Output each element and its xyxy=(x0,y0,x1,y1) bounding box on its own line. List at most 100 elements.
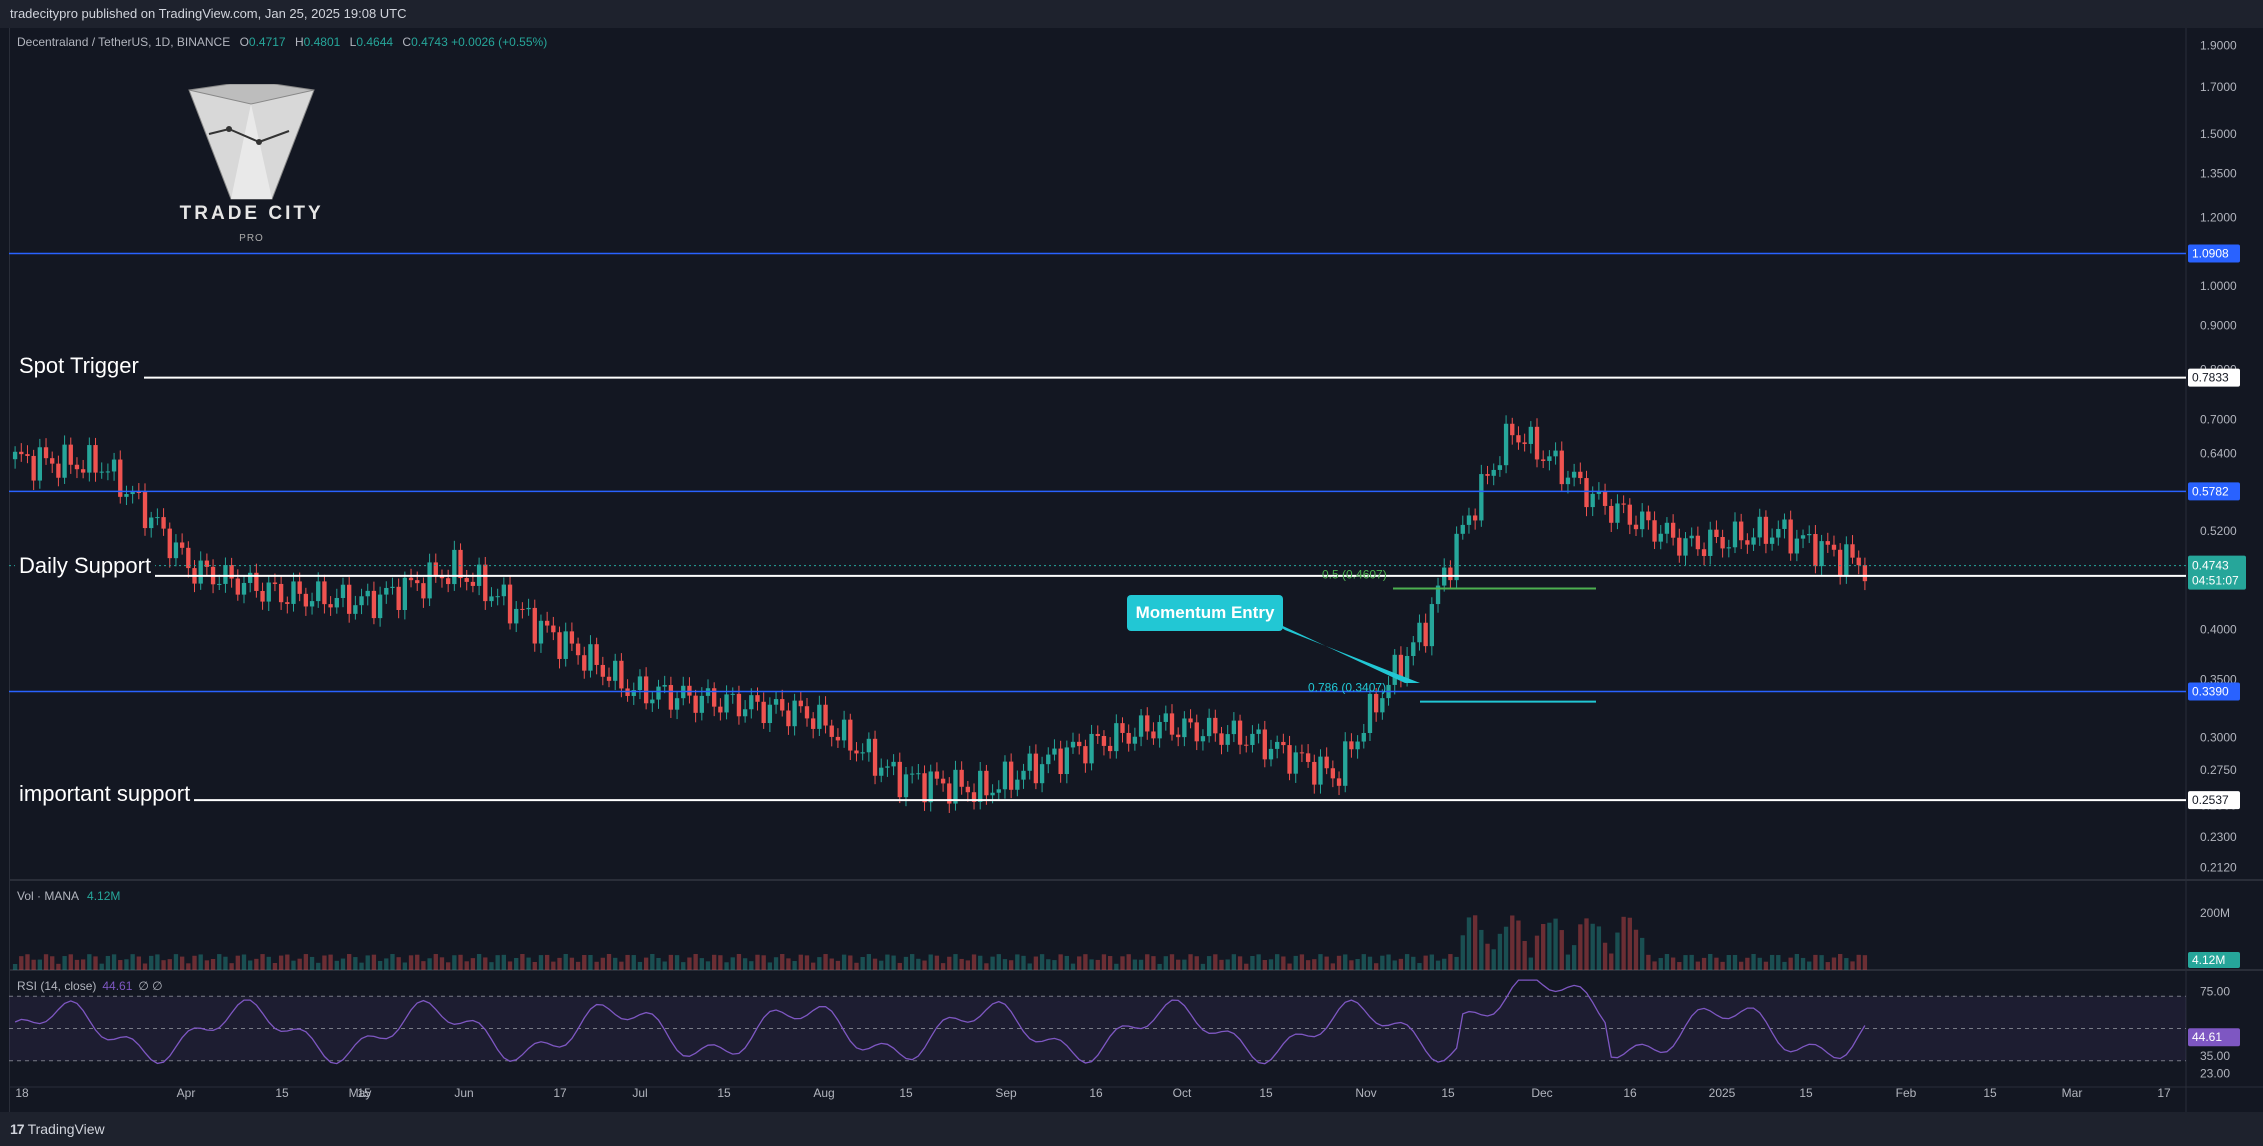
volume-bar xyxy=(1503,926,1509,970)
candle-body xyxy=(1813,534,1818,567)
volume-bar xyxy=(749,961,754,970)
candle-body xyxy=(50,458,55,464)
candle-body xyxy=(62,444,67,478)
date-tick: 16 xyxy=(1623,1086,1637,1100)
candle-body xyxy=(841,719,847,741)
volume-bar xyxy=(835,960,841,970)
candle-body xyxy=(1782,519,1787,529)
logo-text: TRADE CITY PRO xyxy=(179,203,324,244)
volume-bar xyxy=(1745,957,1750,970)
candle-body xyxy=(1324,756,1329,769)
volume-bar xyxy=(396,957,401,970)
last-price-value: 0.4743 xyxy=(2192,559,2229,573)
volume-bar xyxy=(371,954,377,970)
rsi-tick: 75.00 xyxy=(2200,984,2230,998)
candle-body xyxy=(619,660,624,689)
candle-body xyxy=(136,491,141,493)
volume-bar xyxy=(1070,963,1076,970)
volume-bar xyxy=(1652,961,1657,970)
candle-body xyxy=(1244,744,1249,746)
volume-bar xyxy=(1442,958,1447,970)
volume-legend: Vol · MANA 4.12M xyxy=(17,889,121,903)
candle-body xyxy=(1299,752,1305,754)
volume-bar xyxy=(1825,962,1830,970)
volume-bar xyxy=(1466,917,1472,970)
candle-body xyxy=(526,607,531,610)
candle-body xyxy=(1015,779,1020,790)
volume-bar xyxy=(1819,955,1824,970)
candle-body xyxy=(458,549,463,579)
volume-bar xyxy=(1763,961,1769,970)
volume-bar xyxy=(885,954,890,970)
volume-bar xyxy=(285,954,290,970)
candle-body xyxy=(155,517,160,519)
volume-bar xyxy=(74,959,80,970)
volume-bar xyxy=(1807,961,1812,970)
candle-body xyxy=(235,578,240,595)
candle-body xyxy=(718,706,723,713)
volume-bar xyxy=(1077,956,1082,970)
date-tick: 17 xyxy=(2157,1086,2171,1100)
volume-bar xyxy=(1169,954,1175,970)
candle-body xyxy=(56,463,61,478)
candle-body xyxy=(74,464,80,470)
candle-body xyxy=(557,632,562,659)
volume-bar xyxy=(1491,949,1496,970)
volume-bar xyxy=(557,957,562,970)
candle-body xyxy=(544,620,550,626)
volume-bar xyxy=(705,961,711,970)
candle-body xyxy=(1262,729,1267,760)
volume-bar xyxy=(1534,935,1540,970)
volume-bar xyxy=(1664,954,1670,970)
volume-bar xyxy=(575,961,581,970)
volume-bar xyxy=(1343,954,1348,970)
volume-bar xyxy=(724,962,729,970)
volume-bar xyxy=(1776,955,1781,970)
volume-bar xyxy=(1089,959,1094,970)
volume-bar xyxy=(1633,929,1639,970)
candle-body xyxy=(1664,522,1670,534)
volume-bar xyxy=(1021,955,1026,970)
date-tick: Oct xyxy=(1173,1086,1192,1100)
volume-bar xyxy=(637,961,643,970)
candle-body xyxy=(947,783,952,804)
date-tick: Jun xyxy=(454,1086,473,1100)
volume-bar xyxy=(99,963,104,970)
volume-bar xyxy=(1275,954,1280,970)
volume-bar xyxy=(1027,963,1032,970)
volume-bar xyxy=(421,961,426,970)
tradingview-brand: TradingView xyxy=(27,1121,105,1137)
volume-bar xyxy=(1578,924,1583,970)
volume-bar xyxy=(12,964,18,970)
volume-bar xyxy=(179,956,185,970)
volume-bar xyxy=(563,954,568,970)
volume-bar xyxy=(1058,954,1063,970)
candle-body xyxy=(1448,567,1453,581)
rsi-legend: RSI (14, close) 44.61 ∅ ∅ xyxy=(17,979,163,993)
volume-bar xyxy=(996,954,1001,970)
price-tick: 0.2750 xyxy=(2200,763,2237,777)
volume-bar xyxy=(1448,954,1453,970)
momentum-entry-callout[interactable]: Momentum Entry xyxy=(1127,595,1283,631)
chart-frame[interactable] xyxy=(9,28,2263,1112)
candle-body xyxy=(588,644,593,671)
candle-body xyxy=(1083,746,1088,764)
volume-bar xyxy=(990,956,995,970)
volume-bar xyxy=(1800,957,1806,970)
candle-body xyxy=(1831,544,1837,550)
candle-body xyxy=(1757,516,1762,538)
volume-bar xyxy=(780,954,785,970)
volume-bar xyxy=(625,954,630,970)
candle-body xyxy=(1052,748,1057,755)
volume-bar xyxy=(1782,961,1787,970)
low-value: 0.4644 xyxy=(356,35,394,49)
volume-bar xyxy=(1670,957,1676,970)
candle-body xyxy=(1343,741,1348,786)
candle-body xyxy=(749,695,754,710)
date-tick: 15 xyxy=(1983,1086,1997,1100)
volume-bar xyxy=(928,954,933,970)
level-badge xyxy=(2188,682,2240,701)
volume-bar xyxy=(445,962,451,970)
volume-bar xyxy=(93,956,98,970)
